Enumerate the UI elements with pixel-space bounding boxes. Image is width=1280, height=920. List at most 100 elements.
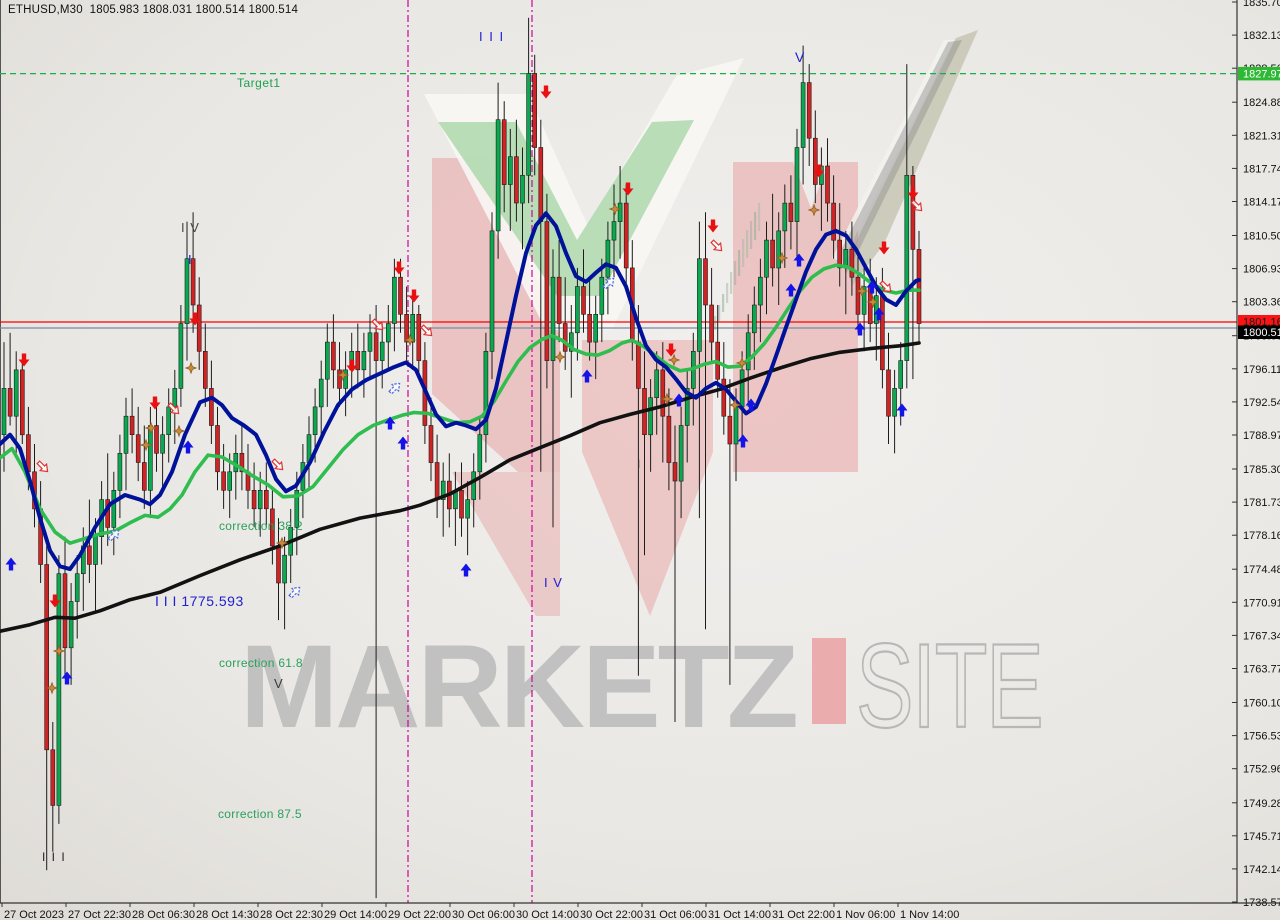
sell-open-arrow-icon [420, 324, 433, 337]
candle [154, 425, 159, 454]
time-tick-label: 1 Nov 14:00 [900, 909, 959, 920]
buy-arrow-icon [866, 280, 878, 294]
price-tick-label: 1788.975 [1243, 430, 1280, 442]
chart-annotation: I V [544, 575, 563, 590]
price-tick-label: 1792.545 [1243, 397, 1280, 409]
sell-open-arrow-icon [710, 239, 723, 252]
buy-open-arrow-icon [107, 529, 120, 542]
candle [617, 202, 623, 222]
candle [568, 332, 574, 352]
candle [910, 175, 916, 250]
candle [263, 489, 269, 510]
candle [184, 258, 190, 324]
chart-annotation: I I I [42, 850, 66, 864]
candle [812, 137, 818, 185]
fractal-star-icon [735, 356, 749, 370]
buy-arrow-icon [397, 436, 409, 450]
candle [440, 480, 446, 500]
chart-title: ETHUSD,M30 1805.983 1808.031 1800.514 18… [8, 4, 299, 16]
candle [507, 156, 513, 185]
time-tick-label: 30 Oct 22:00 [580, 909, 643, 920]
candle [373, 332, 379, 361]
candle [837, 239, 843, 269]
candle [581, 286, 586, 315]
price-tick-label: 1745.715 [1243, 831, 1280, 843]
price-tick-label: 1785.300 [1243, 464, 1280, 476]
watermark-accent-block [812, 638, 846, 724]
candle [770, 239, 775, 269]
candle [135, 434, 141, 463]
time-tick-label: 27 Oct 22:30 [68, 909, 131, 920]
candle [794, 147, 800, 222]
candle [672, 462, 678, 482]
bid-line-price-badge [1238, 325, 1280, 339]
fast-ma-green [0, 263, 921, 546]
candle [776, 230, 782, 269]
svg-text:1800.514: 1800.514 [1243, 327, 1280, 339]
swoosh-shadow [840, 40, 962, 274]
sell-open-arrow-icon [167, 402, 180, 415]
fractal-star-icon [45, 681, 59, 695]
candle [465, 499, 470, 519]
price-tick-label: 1803.360 [1243, 297, 1280, 309]
signal-markers-layer [5, 85, 923, 695]
candle [575, 286, 580, 334]
sell-open-arrow-icon [271, 458, 284, 471]
candle [13, 369, 19, 417]
candle [251, 489, 257, 510]
candle [520, 175, 525, 204]
candle [148, 425, 153, 491]
ma-lines-layer [0, 211, 921, 634]
price-tick-label: 1781.730 [1243, 497, 1280, 509]
price-axis[interactable]: 1835.7001832.1301828.5601824.8851821.315… [1232, 0, 1280, 909]
candle [636, 341, 641, 389]
candle [172, 388, 178, 408]
candle [361, 350, 367, 371]
candle [593, 313, 599, 343]
candle [709, 304, 714, 343]
sell-arrow-icon [540, 85, 552, 99]
candle [7, 388, 13, 417]
sell-arrow-icon [408, 289, 420, 303]
chart-annotation: I I I 1775.593 [155, 593, 244, 609]
price-tick-label: 1817.745 [1243, 163, 1280, 175]
sell-arrow-icon [878, 241, 890, 255]
candle [123, 415, 129, 454]
time-tick-label: 28 Oct 14:30 [196, 909, 259, 920]
candle [538, 147, 544, 222]
watermark-brand-light: SITE [856, 619, 1042, 753]
sell-arrow-icon [707, 219, 719, 233]
candle [544, 221, 550, 361]
candle [398, 276, 403, 315]
candle [758, 276, 763, 306]
fractal-star-icon [144, 421, 158, 435]
candle [270, 508, 275, 547]
price-tick-label: 1796.115 [1243, 364, 1280, 376]
candle [648, 397, 653, 436]
candle [782, 202, 788, 232]
buy-arrow-icon [896, 403, 908, 417]
candle [587, 313, 592, 343]
fractal-star-icon [275, 536, 289, 550]
candle [886, 369, 891, 417]
buy-open-arrow-icon [602, 277, 615, 290]
candle [19, 369, 25, 436]
pink-m-right [733, 162, 858, 472]
buy-arrow-icon [5, 557, 17, 571]
candles-layer [1, 17, 922, 899]
candle [514, 156, 519, 204]
candle [87, 545, 92, 565]
candle [678, 425, 684, 482]
time-tick-label: 30 Oct 06:00 [452, 909, 515, 920]
candle [800, 82, 806, 148]
time-axis[interactable]: 27 Oct 2023 27 Oct 22:30 28 Oct 06:30 28 Oc… [0, 902, 1280, 920]
buy-arrow-icon [873, 307, 885, 321]
time-tick-label: 30 Oct 14:00 [516, 909, 579, 920]
price-tick-label: 1810.500 [1243, 231, 1280, 243]
candle [489, 230, 495, 352]
fractal-star-icon [52, 644, 66, 658]
candle [605, 239, 611, 278]
fractal-star-icon [667, 353, 681, 367]
candle [623, 202, 629, 269]
